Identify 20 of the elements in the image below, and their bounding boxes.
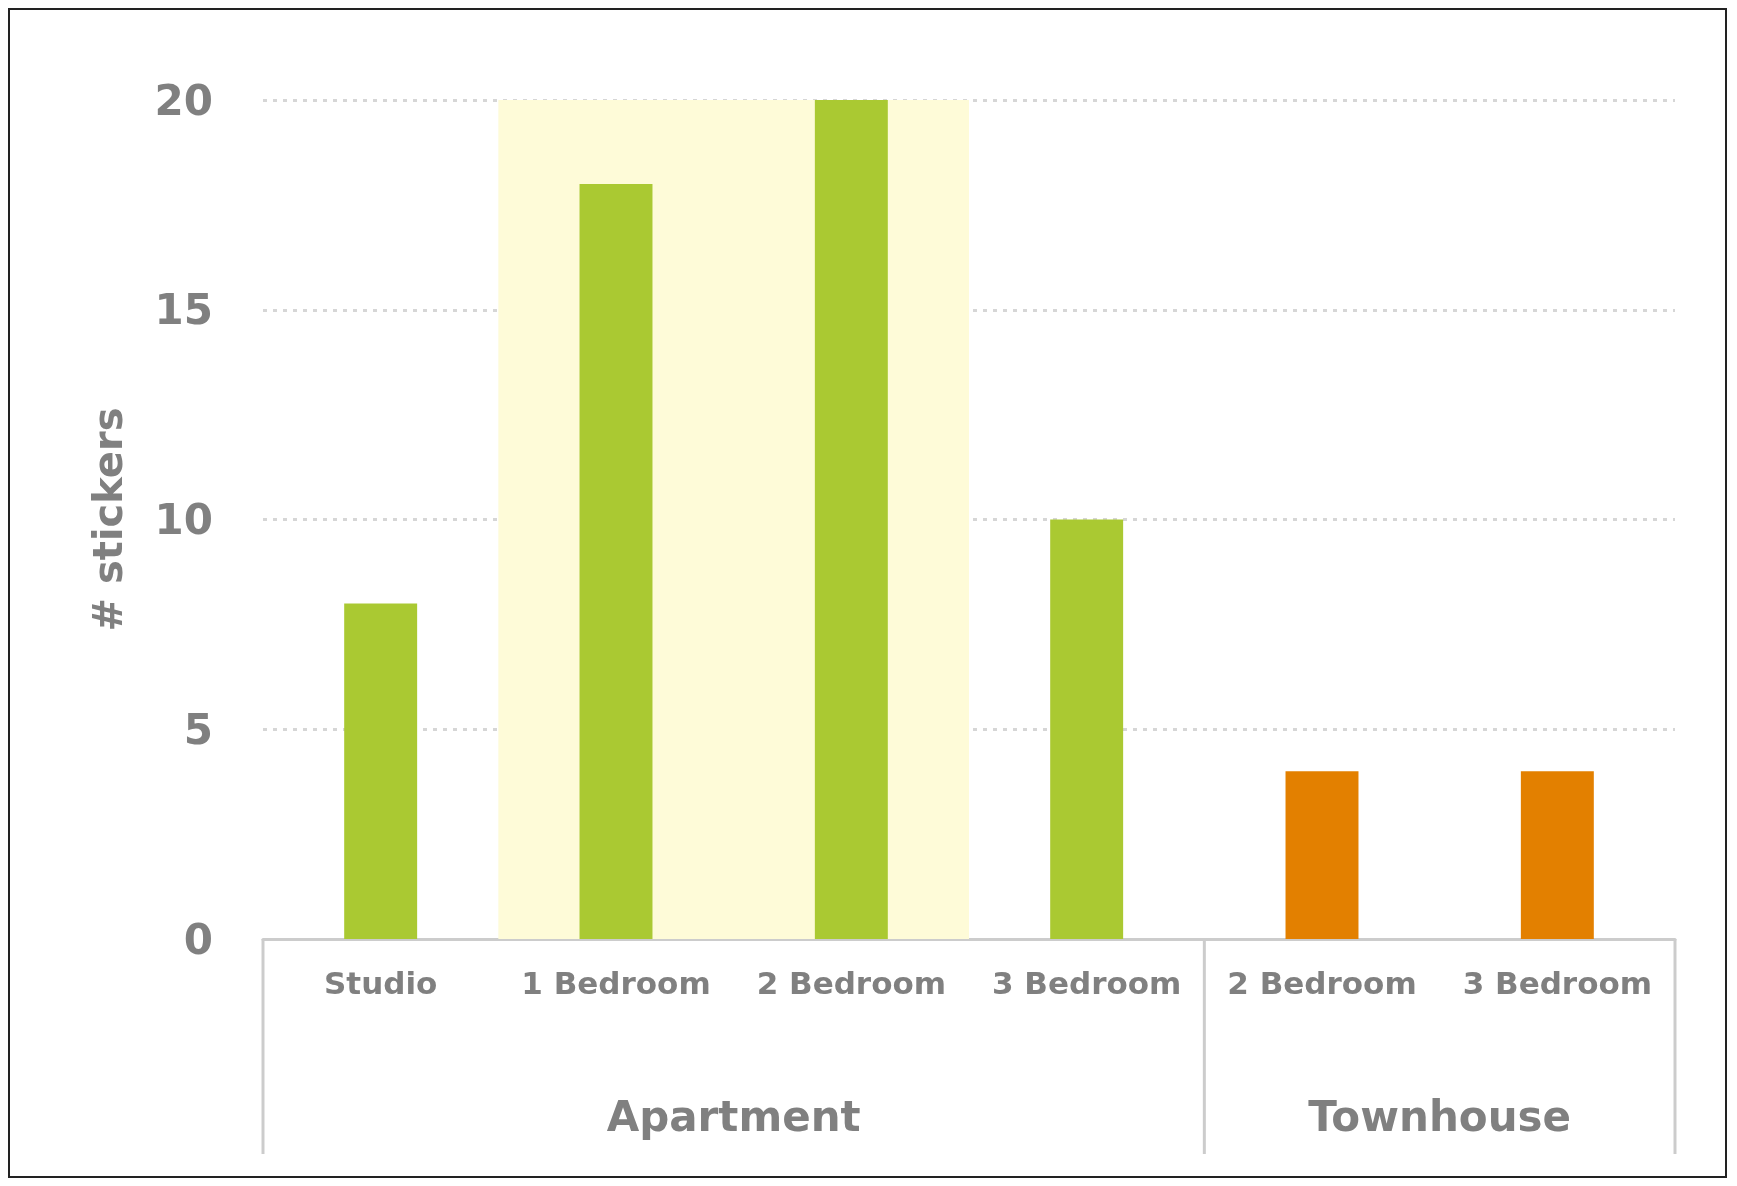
bar: [814, 100, 888, 939]
text: Apartment: [606, 1091, 861, 1141]
y-tick-label: 10: [154, 495, 213, 544]
x-tick-label: 3 Bedroom: [1462, 964, 1653, 1001]
y-tick-label: 0: [183, 914, 213, 964]
x-tick-label: 3 Bedroom: [991, 964, 1182, 1001]
x-tick-label: Studio: [323, 964, 438, 1001]
x-tick-label: 2 Bedroom: [1227, 964, 1417, 1001]
bar: [1520, 771, 1594, 939]
bar: [1050, 519, 1124, 939]
text: Townhouse: [1308, 1091, 1572, 1141]
bar: [344, 603, 418, 939]
x-tick-label: 1 Bedroom: [521, 964, 711, 1001]
bar: [579, 183, 653, 939]
x-tick-label: 2 Bedroom: [756, 964, 947, 1001]
y-tick-label: 5: [183, 704, 213, 754]
y-tick-label: 15: [154, 285, 213, 335]
y-tick-label: 20: [154, 75, 213, 125]
bar: [1285, 771, 1359, 939]
y-axis-title: # stickers: [85, 407, 131, 632]
